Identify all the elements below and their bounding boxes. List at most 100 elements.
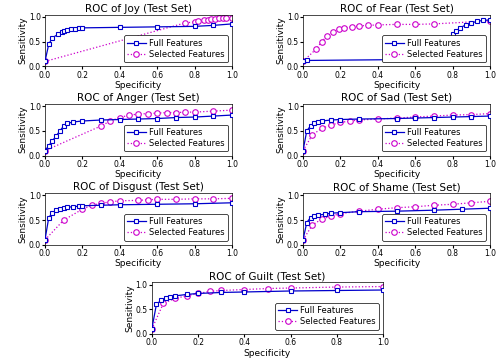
Full Features <box>64 205 70 209</box>
Y-axis label: Sensitivity: Sensitivity <box>18 17 28 64</box>
Full Features <box>242 290 248 294</box>
Selected Features <box>412 22 418 26</box>
Full Features <box>80 119 86 123</box>
Selected Features <box>42 148 48 153</box>
Selected Features <box>380 284 386 289</box>
Full Features <box>218 290 224 295</box>
Full Features <box>315 213 321 217</box>
Full Features <box>322 212 328 216</box>
Selected Features <box>366 23 372 28</box>
Selected Features <box>108 200 114 204</box>
Selected Features <box>204 18 210 22</box>
Full Features <box>42 59 48 64</box>
Selected Features <box>356 118 362 122</box>
Selected Features <box>160 301 166 306</box>
Full Features <box>304 58 310 63</box>
Selected Features <box>338 212 344 216</box>
Full Features <box>72 26 78 31</box>
Full Features <box>117 117 123 122</box>
Full Features <box>60 124 66 128</box>
Full Features <box>300 59 306 64</box>
Full Features <box>80 204 86 208</box>
Full Features <box>80 26 86 30</box>
Selected Features <box>356 209 362 213</box>
Full Features <box>422 57 428 61</box>
Full Features <box>394 117 400 121</box>
Full Features <box>431 56 437 60</box>
Full Features <box>70 205 76 209</box>
Selected Features <box>164 110 170 115</box>
Full Features <box>468 21 474 25</box>
Title: ROC of Shame (Test Set): ROC of Shame (Test Set) <box>332 182 460 192</box>
Full Features <box>487 114 493 118</box>
Selected Features <box>310 223 316 227</box>
Full Features <box>172 294 178 298</box>
Full Features <box>311 214 317 218</box>
Y-axis label: Sensitivity: Sensitivity <box>18 195 28 242</box>
Selected Features <box>288 286 294 290</box>
Selected Features <box>42 238 48 242</box>
Selected Features <box>80 207 86 211</box>
Full Features <box>76 204 82 208</box>
Full Features <box>53 208 59 212</box>
Selected Features <box>216 16 222 21</box>
Full Features <box>487 206 493 211</box>
Selected Features <box>98 124 104 128</box>
Selected Features <box>60 218 66 222</box>
Selected Features <box>145 111 151 116</box>
Full Features <box>50 36 56 40</box>
Legend: Full Features, Selected Features: Full Features, Selected Features <box>382 214 486 241</box>
Legend: Full Features, Selected Features: Full Features, Selected Features <box>124 214 228 241</box>
Selected Features <box>154 197 160 201</box>
Title: ROC of Sad (Test Set): ROC of Sad (Test Set) <box>341 93 452 103</box>
Selected Features <box>450 113 456 117</box>
Full Features <box>431 208 437 212</box>
Full Features <box>356 209 362 214</box>
Full Features <box>487 18 493 22</box>
Selected Features <box>108 119 114 123</box>
Legend: Full Features, Selected Features: Full Features, Selected Features <box>275 303 379 330</box>
Full Features <box>64 28 70 32</box>
Full Features <box>98 203 104 207</box>
Full Features <box>57 207 63 211</box>
Full Features <box>117 25 123 29</box>
Full Features <box>53 134 59 138</box>
Full Features <box>195 291 201 295</box>
Selected Features <box>431 203 437 207</box>
Selected Features <box>201 18 207 23</box>
Selected Features <box>318 217 324 221</box>
Selected Features <box>375 117 381 121</box>
Selected Features <box>229 108 235 112</box>
Full Features <box>117 203 123 207</box>
Selected Features <box>88 203 94 207</box>
Selected Features <box>328 123 334 127</box>
Full Features <box>308 124 314 128</box>
Full Features <box>136 117 141 121</box>
Selected Features <box>192 197 198 201</box>
Selected Features <box>117 115 123 120</box>
Full Features <box>184 292 190 297</box>
Selected Features <box>182 110 188 114</box>
Line: Full Features: Full Features <box>43 22 234 64</box>
Full Features <box>68 27 74 32</box>
Selected Features <box>356 24 362 28</box>
Title: ROC of Disgust (Test Set): ROC of Disgust (Test Set) <box>73 182 204 192</box>
Selected Features <box>117 199 123 203</box>
Full Features <box>380 288 386 292</box>
Selected Features <box>173 197 179 201</box>
Full Features <box>356 117 362 121</box>
Legend: Full Features, Selected Features: Full Features, Selected Features <box>124 125 228 151</box>
Selected Features <box>196 19 202 23</box>
Full Features <box>192 115 198 119</box>
Selected Features <box>487 111 493 116</box>
Full Features <box>328 118 334 122</box>
Line: Selected Features: Selected Features <box>300 18 493 64</box>
Full Features <box>50 139 56 143</box>
Full Features <box>64 121 70 126</box>
Selected Features <box>412 115 418 119</box>
Selected Features <box>336 27 342 32</box>
Selected Features <box>338 120 344 125</box>
X-axis label: Specificity: Specificity <box>373 259 420 268</box>
Selected Features <box>468 201 474 205</box>
Selected Features <box>394 116 400 120</box>
